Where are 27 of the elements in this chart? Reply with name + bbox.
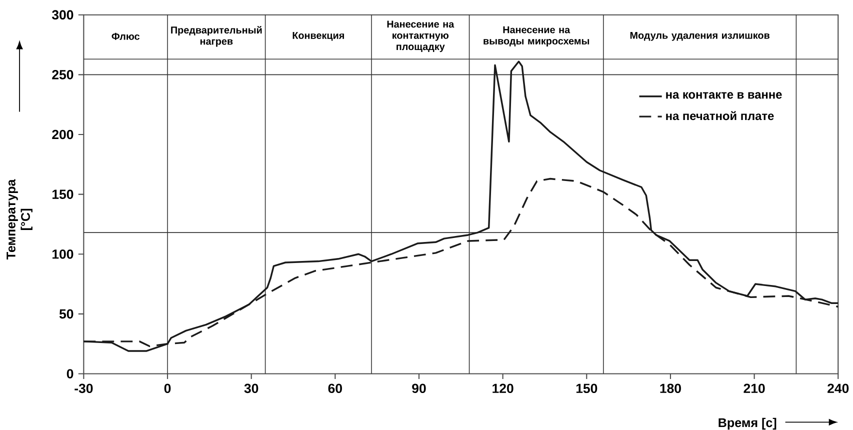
x-tick-label: 90 <box>412 384 426 393</box>
legend-label: на печатной плате <box>666 111 774 120</box>
legend-label: на контакте в ванне <box>666 92 782 99</box>
y-tick-label: 300 <box>52 10 74 20</box>
annotation: Модуль удаления излишков <box>630 32 770 41</box>
y-tick-label: 250 <box>52 70 74 80</box>
x-axis-title: Время [с] <box>718 418 776 430</box>
x-tick-label: 240 <box>828 384 849 393</box>
y-tick-label: 150 <box>52 190 74 199</box>
x-tick-label: 150 <box>576 384 598 393</box>
x-tick-label: 210 <box>744 384 765 393</box>
annotation: Нанесение на контактную площадку <box>387 20 454 52</box>
x-tick-label: 120 <box>492 384 514 393</box>
annotation: Нанесение на выводы микросхемы <box>484 26 590 46</box>
x-tick-label: 180 <box>660 384 681 393</box>
annotation: Конвекция <box>292 32 344 41</box>
y-tick-label: 100 <box>52 249 74 259</box>
x-tick-label: -30 <box>74 384 93 393</box>
y-axis-title: Температура [°C] <box>6 179 32 260</box>
x-tick-label: 0 <box>164 384 171 393</box>
x-tick-label: 30 <box>244 384 258 393</box>
annotation: Флюс <box>112 32 140 40</box>
annotation: Предварительный нагрев <box>171 26 262 47</box>
y-tick-label: 200 <box>52 130 74 140</box>
y-tick-label: 50 <box>59 309 74 318</box>
x-tick-label: 60 <box>328 384 342 393</box>
y-tick-label: 0 <box>66 368 74 378</box>
